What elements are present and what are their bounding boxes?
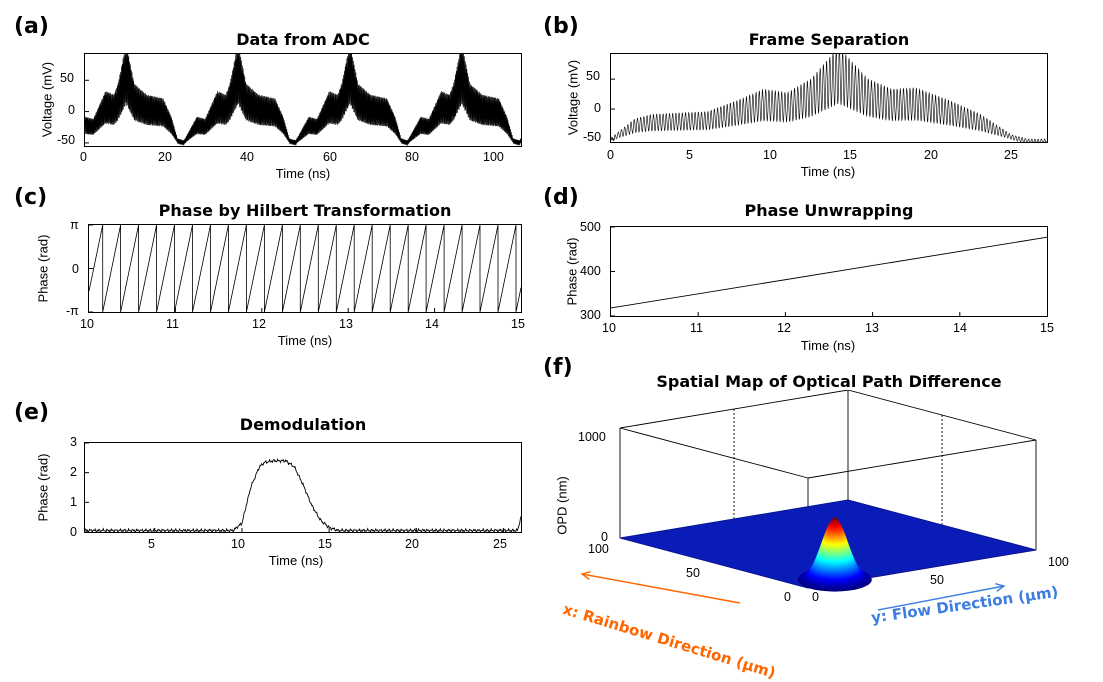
panel-e-letter: (e) [14, 400, 50, 425]
panel-c-ytick: 0 [72, 262, 79, 276]
panel-c-xtick: 10 [80, 317, 94, 331]
panel-b-signal-line [610, 53, 1048, 143]
panel-e-ytick: 0 [70, 525, 77, 539]
panel-a-ylabel: Voltage (mV) [39, 61, 55, 138]
panel-a-plot [84, 53, 522, 147]
panel-a-ytick: -50 [57, 133, 76, 147]
panel-f-box-edge [619, 427, 809, 479]
panel-b-ytick: 50 [586, 69, 600, 83]
panel-d-title: Phase Unwrapping [744, 201, 914, 220]
panel-a-xlabel: Time (ns) [275, 166, 331, 181]
panel-a-ytick: 50 [60, 71, 74, 85]
panel-f-zlabel: OPD (nm) [554, 476, 570, 535]
panel-b-xtick: 25 [1004, 148, 1018, 162]
panel-b-letter: (b) [543, 14, 579, 39]
panel-d-xtick: 10 [602, 321, 616, 335]
panel-e-xtick: 5 [148, 537, 155, 551]
panel-b-xtick: 20 [924, 148, 938, 162]
panel-a-title: Data from ADC [236, 30, 370, 49]
panel-f-surface-plot [560, 389, 1100, 650]
panel-d-xtick: 14 [953, 321, 967, 335]
panel-b-xtick: 10 [763, 148, 777, 162]
panel-d-ylabel: Phase (rad) [564, 237, 580, 306]
panel-e-xtick: 10 [231, 537, 245, 551]
panel-e-title: Demodulation [239, 415, 367, 434]
panel-c-title: Phase by Hilbert Transformation [158, 201, 452, 220]
panel-b-xtick: 0 [607, 148, 614, 162]
panel-f-ztick: 0 [601, 530, 608, 544]
panel-e-xtick: 25 [493, 537, 507, 551]
panel-f-letter: (f) [543, 355, 573, 380]
panel-b-xtick: 5 [686, 148, 693, 162]
panel-a-xtick: 100 [483, 150, 504, 164]
panel-d-xtick: 12 [777, 321, 791, 335]
panel-f-y-arrow-head [995, 582, 1006, 592]
panel-d-xlabel: Time (ns) [800, 338, 856, 353]
panel-f-box-edge [807, 439, 1037, 479]
panel-a-xtick: 0 [80, 150, 87, 164]
panel-e-ytick: 3 [70, 435, 77, 449]
panel-d-letter: (d) [543, 185, 579, 210]
panel-e-xlabel: Time (ns) [268, 553, 324, 568]
panel-f-box-edge [619, 389, 849, 429]
panel-a-letter: (a) [14, 14, 49, 39]
panel-e-plot [84, 442, 522, 534]
panel-b-plot [610, 53, 1048, 143]
panel-b-ytick: 0 [594, 101, 601, 115]
panel-f-xtick: 100 [588, 542, 609, 556]
panel-a-ytick: 0 [68, 103, 75, 117]
panel-c-phase-line [88, 224, 522, 313]
panel-f-title: Spatial Map of Optical Path Difference [656, 372, 1002, 391]
panel-c-xtick: 15 [511, 317, 525, 331]
panel-c-letter: (c) [14, 185, 48, 210]
panel-e-phase-line [84, 458, 522, 534]
panel-d-ytick: 500 [580, 220, 601, 234]
panel-a-xtick: 40 [240, 150, 254, 164]
panel-f-x-arrow [581, 573, 741, 604]
panel-d-xtick: 11 [690, 321, 703, 335]
panel-f-ztick: 1000 [578, 430, 606, 444]
panel-f-box-edge [847, 389, 1037, 441]
panel-f-peak-layer [830, 519, 840, 523]
panel-b-xtick: 15 [843, 148, 857, 162]
panel-f-xtick: 50 [686, 566, 700, 580]
panel-f-x-arrow-head [580, 570, 591, 580]
panel-c-xtick: 12 [252, 317, 266, 331]
panel-c-plot [88, 224, 522, 313]
panel-d-xtick: 15 [1040, 321, 1054, 335]
panel-d-ytick: 300 [580, 308, 601, 322]
panel-f-peak-layer [832, 517, 837, 520]
panel-e-xtick: 15 [318, 537, 332, 551]
panel-e-ytick: 2 [70, 465, 77, 479]
panel-b-ytick: -50 [583, 130, 602, 144]
panel-e-ylabel: Phase (rad) [35, 453, 51, 522]
panel-e-xtick: 20 [405, 537, 419, 551]
panel-a-signal-line [84, 53, 522, 147]
panel-c-xtick: 14 [425, 317, 439, 331]
panel-c-xlabel: Time (ns) [277, 333, 333, 348]
panel-a-xtick: 80 [405, 150, 419, 164]
panel-d-xtick: 13 [865, 321, 879, 335]
panel-e-ytick: 1 [70, 495, 77, 509]
panel-d-phase-line [610, 236, 1048, 309]
panel-f-ytick: 100 [1048, 555, 1069, 569]
panel-f-xtick: 0 [784, 590, 791, 604]
panel-d-ytick: 400 [580, 264, 601, 278]
panel-b-title: Frame Separation [748, 30, 910, 49]
panel-c-ylabel: Phase (rad) [35, 234, 51, 303]
panel-d-plot [610, 226, 1048, 317]
panel-b-xlabel: Time (ns) [800, 164, 856, 179]
panel-c-xtick: 13 [339, 317, 353, 331]
panel-f-peak-layer [831, 518, 838, 521]
panel-c-xtick: 11 [166, 317, 179, 331]
panel-b-ylabel: Voltage (mV) [565, 59, 581, 136]
panel-f-ytick: 50 [930, 573, 944, 587]
panel-f-y-arrow [877, 585, 1005, 611]
panel-c-ytick: π [70, 218, 79, 232]
panel-c-ytick: -π [66, 304, 79, 318]
panel-a-xtick: 60 [323, 150, 337, 164]
panel-a-xtick: 20 [158, 150, 172, 164]
panel-f-ytick: 0 [812, 590, 819, 604]
